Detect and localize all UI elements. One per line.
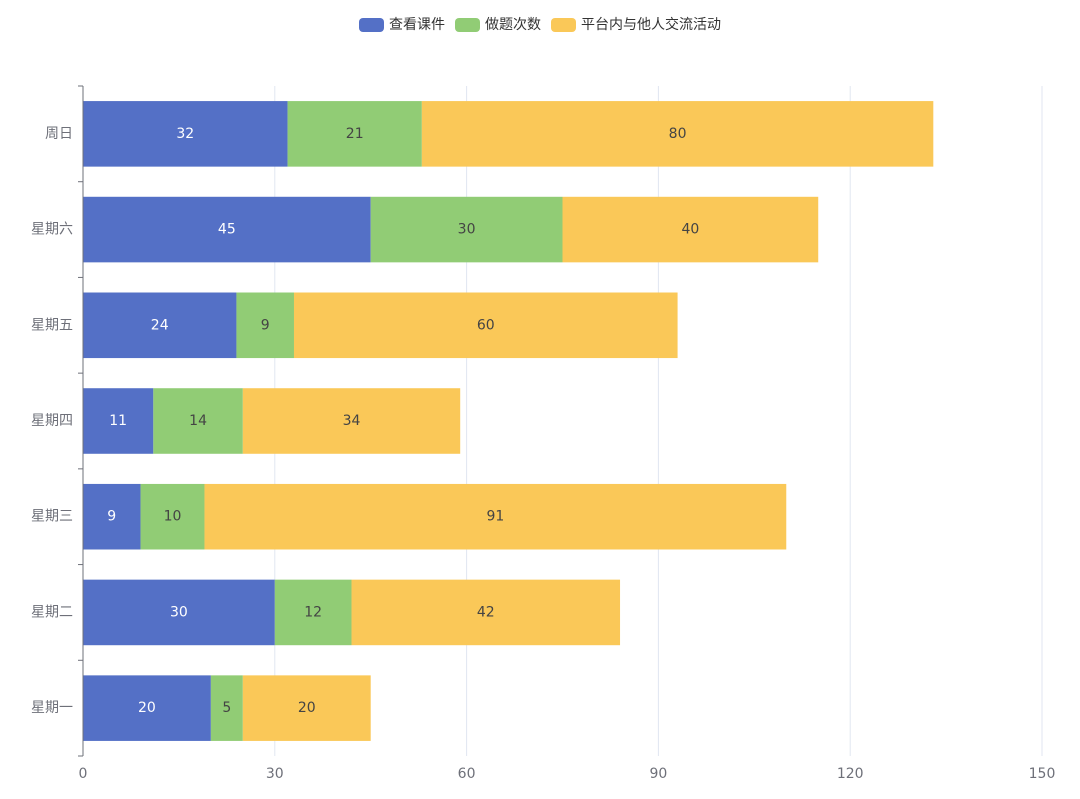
y-tick-label-7: 周日 (45, 126, 73, 142)
y-tick-label-2: 星期二 (31, 604, 73, 620)
y-tick-label-5: 星期五 (31, 317, 73, 333)
bar-3-7[interactable] (421, 101, 934, 167)
bar-2-1[interactable] (210, 675, 243, 741)
data-label-1-2: 30 (170, 604, 188, 620)
bar-1-4[interactable] (83, 388, 154, 454)
bar-3-4[interactable] (242, 388, 461, 454)
data-label-2-1: 5 (222, 700, 231, 716)
data-label-3-3: 91 (486, 509, 504, 525)
bar-1-1[interactable] (83, 675, 211, 741)
y-tick-label-1: 星期一 (31, 700, 73, 716)
data-label-3-4: 34 (343, 413, 361, 429)
legend-item-2[interactable]: 做题次数 (455, 17, 541, 33)
x-tick-label-30: 30 (266, 766, 284, 782)
bar-1-6[interactable] (83, 196, 371, 263)
bar-2-4[interactable] (153, 388, 243, 454)
data-label-2-4: 14 (189, 413, 207, 429)
data-label-1-7: 32 (176, 126, 194, 142)
legend-label-3: 平台内与他人交流活动 (581, 16, 721, 33)
bar-3-5[interactable] (293, 292, 678, 359)
legend-label-2: 做题次数 (485, 17, 541, 33)
x-tick-label-60: 60 (458, 766, 476, 782)
legend-item-3[interactable]: 平台内与他人交流活动 (551, 16, 721, 33)
y-tick-label-4: 星期四 (31, 413, 73, 429)
data-label-1-6: 45 (218, 222, 236, 238)
bar-1-5[interactable] (83, 292, 237, 359)
x-tick-label-90: 90 (649, 766, 667, 782)
data-label-2-3: 10 (164, 509, 182, 525)
data-label-3-7: 80 (669, 126, 687, 142)
data-label-1-1: 20 (138, 700, 156, 716)
y-tick-label-6: 星期六 (31, 222, 73, 238)
x-tick-label-120: 120 (837, 766, 864, 782)
data-label-3-5: 60 (477, 317, 495, 333)
bar-2-6[interactable] (370, 196, 563, 263)
bar-1-7[interactable] (83, 101, 288, 167)
bars: 20 5 20 30 12 42 9 10 91 11 14 34 24 9 60 45 30 40 32 21 80 (83, 101, 934, 741)
bar-1-2[interactable] (83, 579, 275, 646)
data-label-3-1: 20 (298, 700, 316, 716)
data-label-2-2: 12 (304, 604, 322, 620)
data-label-3-6: 40 (681, 222, 699, 238)
bar-2-5[interactable] (236, 292, 294, 359)
data-label-2-6: 30 (458, 222, 476, 238)
legend[interactable]: 查看课件 做题次数 平台内与他人交流活动 (359, 16, 721, 33)
x-tick-label-0: 0 (79, 766, 88, 782)
bar-3-6[interactable] (562, 196, 819, 263)
bar-3-2[interactable] (351, 579, 621, 646)
data-label-2-7: 21 (346, 126, 364, 142)
bar-1-3[interactable] (83, 483, 141, 550)
legend-swatch-2 (455, 18, 480, 32)
legend-swatch-3 (551, 18, 576, 32)
legend-swatch-1 (359, 18, 384, 32)
data-label-3-2: 42 (477, 604, 495, 620)
bar-2-7[interactable] (287, 101, 422, 167)
y-tick-label-3: 星期三 (31, 509, 73, 525)
legend-item-1[interactable]: 查看课件 (359, 17, 445, 33)
data-label-1-4: 11 (109, 413, 127, 429)
axes: 星期一 星期二 星期三 星期四 星期五 星期六 周日 0 30 60 90 120 150 (31, 85, 1056, 782)
legend-label-1: 查看课件 (389, 17, 445, 33)
data-label-1-3: 9 (107, 509, 116, 525)
data-label-1-5: 24 (151, 317, 169, 333)
bar-3-3[interactable] (204, 483, 787, 550)
x-tick-label-150: 150 (1029, 766, 1056, 782)
bar-2-2[interactable] (274, 579, 352, 646)
bar-3-1[interactable] (242, 675, 371, 741)
data-label-2-5: 9 (261, 317, 270, 333)
bar-2-3[interactable] (140, 483, 205, 550)
